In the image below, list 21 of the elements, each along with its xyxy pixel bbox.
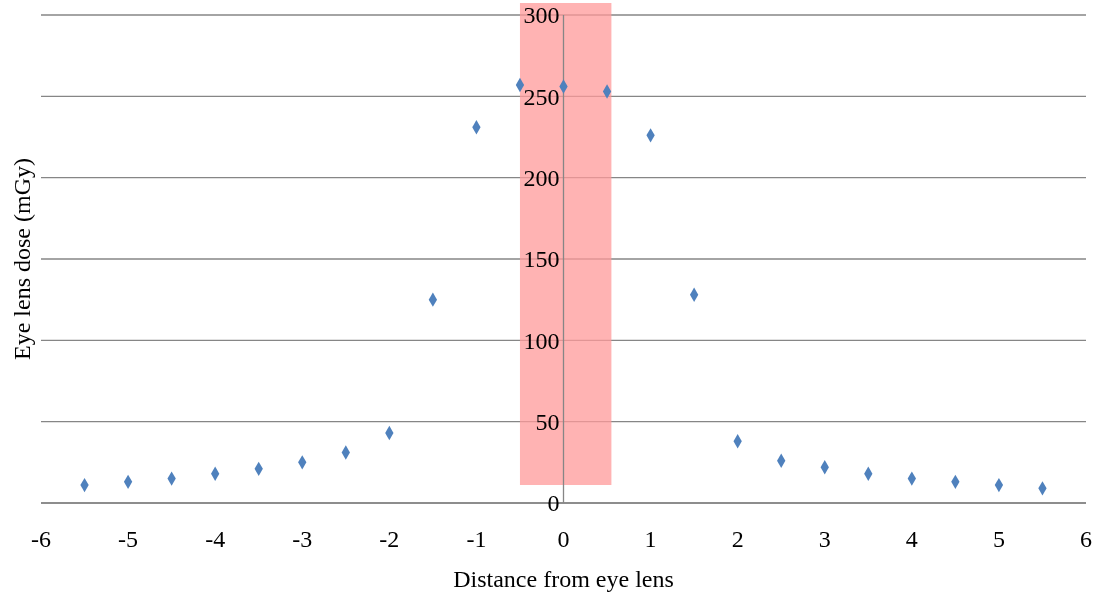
x-tick-label: 5 xyxy=(992,526,1005,552)
x-tick-label: 2 xyxy=(731,526,744,552)
x-tick-label: -5 xyxy=(118,526,139,552)
x-tick-label: -2 xyxy=(379,526,400,552)
x-tick-label: 3 xyxy=(818,526,831,552)
y-tick-label: 200 xyxy=(523,165,560,192)
x-tick-label: -4 xyxy=(205,526,226,552)
x-axis-title: Distance from eye lens xyxy=(453,566,674,592)
x-tick-label: 4 xyxy=(905,526,918,552)
x-tick-label: 1 xyxy=(644,526,657,552)
x-tick-label: -3 xyxy=(292,526,313,552)
y-tick-label: 250 xyxy=(523,83,560,110)
x-tick-label: 6 xyxy=(1080,526,1092,552)
y-tick-label: 50 xyxy=(535,409,560,436)
y-tick-label: 0 xyxy=(547,490,560,517)
y-axis-title: Eye lens dose (mGy) xyxy=(9,158,35,360)
x-tick-label: -6 xyxy=(31,526,51,552)
y-tick-label: 300 xyxy=(523,2,560,29)
x-tick-label: -1 xyxy=(466,526,487,552)
y-tick-label: 150 xyxy=(523,246,560,273)
y-tick-label: 100 xyxy=(523,327,560,354)
